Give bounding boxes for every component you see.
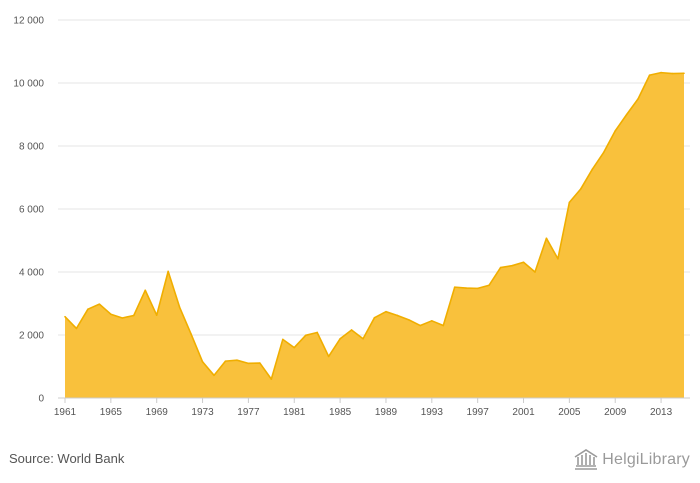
x-tick-label: 1965 (100, 407, 123, 418)
data-point (591, 168, 594, 171)
data-point (648, 74, 651, 76)
data-point (602, 151, 605, 154)
data-point (442, 324, 445, 327)
data-point (476, 287, 479, 290)
y-tick-label: 4 000 (19, 268, 44, 279)
data-point (110, 313, 112, 316)
brand-name: HelgiLibrary (602, 451, 690, 468)
data-point (453, 286, 456, 288)
data-point (419, 324, 422, 327)
data-point (327, 355, 330, 358)
x-tick-label: 1961 (54, 407, 77, 418)
data-point (350, 329, 353, 331)
data-point (637, 97, 639, 100)
data-point (534, 271, 536, 273)
data-point (259, 362, 261, 364)
helgilibrary-logo[interactable]: HelgiLibrary (573, 447, 690, 473)
data-point (568, 201, 571, 204)
data-point (522, 261, 525, 264)
data-point (488, 284, 490, 287)
area-series (64, 71, 685, 399)
source-note: Source: World Bank (9, 451, 125, 466)
data-point (178, 306, 181, 309)
data-point (660, 71, 662, 74)
y-tick-label: 12 000 (13, 16, 44, 27)
y-tick-label: 0 (38, 394, 44, 405)
data-point (316, 331, 318, 334)
x-tick-label: 1981 (283, 407, 306, 418)
x-tick-label: 1989 (375, 407, 398, 418)
y-tick-label: 6 000 (19, 205, 44, 216)
x-tick-label: 1997 (467, 407, 490, 418)
data-point (431, 320, 433, 322)
x-tick-label: 1973 (191, 407, 214, 418)
data-point (236, 359, 238, 362)
x-axis-labels: 1961 1965 1969 1973 1977 1981 1985 1989 1993 1997… (54, 407, 673, 418)
x-tick-label: 1985 (329, 407, 352, 418)
x-tick-label: 1969 (146, 407, 169, 418)
data-point (304, 334, 307, 337)
y-axis-labels: 0 2 000 4 000 6 000 8 000 10 000 12 000 (13, 16, 44, 405)
data-point (75, 327, 78, 330)
x-tick-label: 1977 (237, 407, 260, 418)
data-point (339, 337, 341, 340)
x-tick-label: 2001 (512, 407, 535, 418)
x-tick-label: 2009 (604, 407, 627, 418)
x-tick-label: 2013 (650, 407, 673, 418)
data-point (213, 374, 215, 377)
chart-footer: Source: World Bank HelgiLibrary (0, 437, 700, 483)
data-point (155, 314, 158, 316)
data-point (580, 188, 582, 190)
data-point (121, 317, 124, 319)
data-point (132, 314, 135, 317)
data-point (144, 289, 147, 292)
data-point (373, 316, 376, 319)
data-point (557, 257, 559, 260)
data-point (293, 346, 296, 349)
data-point (465, 287, 468, 289)
data-point (270, 378, 273, 380)
data-point (190, 333, 192, 335)
data-point (282, 338, 284, 341)
y-tick-label: 2 000 (19, 331, 44, 342)
data-point (362, 337, 364, 340)
area-fill (65, 72, 684, 399)
data-point (98, 303, 101, 305)
data-point (408, 319, 410, 321)
library-building-icon (574, 449, 598, 470)
y-tick-label: 10 000 (13, 79, 44, 90)
data-point (64, 315, 66, 318)
data-point (671, 72, 674, 75)
data-point (224, 360, 227, 362)
x-tick-label: 1993 (421, 407, 444, 418)
data-point (247, 362, 250, 365)
data-point (614, 130, 617, 132)
y-tick-label: 8 000 (19, 142, 44, 153)
data-point (683, 72, 685, 75)
data-point (396, 314, 399, 317)
data-point (201, 360, 204, 363)
data-point (545, 237, 548, 240)
data-point (499, 266, 502, 269)
data-point (511, 264, 513, 267)
x-tick-label: 2005 (558, 407, 581, 418)
data-point (385, 310, 387, 313)
data-point (87, 308, 89, 310)
data-point (625, 113, 628, 116)
data-point (167, 270, 169, 273)
x-axis (58, 397, 690, 403)
